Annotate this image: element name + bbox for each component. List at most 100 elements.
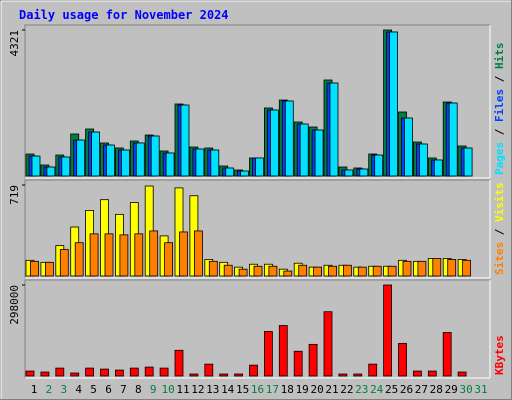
y-tick-label: 4321 (8, 30, 21, 57)
bar (204, 363, 214, 377)
bar (398, 342, 407, 377)
x-tick-label: 15 (236, 383, 249, 396)
x-tick-label: 9 (150, 383, 157, 396)
bar (338, 373, 348, 377)
legend: Sites / Visits (493, 182, 506, 275)
x-tick-label: 5 (90, 383, 97, 396)
bar (412, 370, 422, 377)
x-tick-label: 8 (135, 383, 142, 396)
bar (61, 156, 71, 177)
bar (359, 168, 369, 177)
bar (150, 135, 160, 177)
legend: Pages / Files / Hits (493, 43, 506, 176)
bar (104, 233, 114, 277)
bar (180, 104, 190, 177)
x-tick-label: 31 (474, 383, 487, 396)
bar (353, 373, 363, 377)
bar (85, 367, 94, 377)
bar (195, 148, 205, 177)
x-tick-label: 4 (75, 383, 82, 396)
bar (457, 371, 467, 377)
bar (344, 169, 354, 177)
x-tick-label: 16 (251, 383, 264, 396)
panel (24, 279, 491, 379)
bar (208, 260, 218, 277)
bar (149, 230, 159, 277)
x-tick-label: 23 (355, 383, 368, 396)
x-tick-label: 30 (459, 383, 472, 396)
bar (144, 366, 154, 377)
legend-entry: Hits (493, 43, 506, 70)
bar (433, 159, 443, 177)
x-tick-label: 25 (385, 383, 398, 396)
x-tick-label: 28 (430, 383, 443, 396)
x-tick-label: 17 (266, 383, 279, 396)
bar (383, 284, 393, 377)
bar (159, 367, 169, 377)
bar (389, 31, 399, 177)
bar (447, 259, 457, 277)
y-tick-label: 719 (8, 185, 21, 205)
bar (357, 266, 367, 277)
bar (234, 373, 244, 377)
bar (115, 369, 124, 377)
x-tick-label: 1 (31, 383, 38, 396)
bar (31, 155, 41, 177)
bar (210, 149, 220, 177)
x-tick-label: 26 (400, 383, 413, 396)
x-tick-label: 10 (161, 383, 174, 396)
bar (372, 265, 382, 277)
x-tick-label: 21 (325, 383, 338, 396)
bar (238, 268, 248, 277)
bar (70, 372, 80, 377)
legend-separator: / (493, 222, 506, 242)
bar (293, 350, 303, 377)
bar (308, 343, 318, 377)
legend-entry: Sites (493, 242, 506, 275)
bar (106, 144, 115, 177)
bar (55, 367, 65, 377)
bar (129, 367, 139, 377)
bar (328, 265, 337, 277)
bar (284, 100, 294, 177)
bar (91, 131, 100, 177)
legend-separator: / (493, 69, 506, 89)
legend: KBytes (493, 335, 506, 375)
bar (463, 147, 473, 177)
bar (432, 258, 442, 277)
bar (189, 373, 199, 377)
bar (100, 368, 109, 377)
bar (462, 259, 472, 277)
bar (76, 139, 86, 177)
bar (448, 102, 458, 177)
bar (179, 231, 188, 277)
x-tick-label: 20 (310, 383, 323, 396)
x-tick-label: 12 (191, 383, 204, 396)
bar (46, 166, 56, 177)
x-tick-label: 29 (445, 383, 458, 396)
bar (174, 349, 184, 377)
bar (193, 230, 203, 277)
x-tick-label: 19 (296, 383, 309, 396)
bar (269, 109, 279, 177)
x-tick-label: 2 (46, 383, 53, 396)
bar (314, 129, 324, 177)
x-tick-label: 18 (281, 383, 294, 396)
x-tick-label: 13 (206, 383, 219, 396)
bar (89, 233, 99, 277)
bar (263, 331, 273, 377)
x-tick-label: 14 (221, 383, 235, 396)
bar (299, 123, 309, 177)
legend-entry: Files (493, 89, 506, 122)
bar (268, 265, 278, 277)
bar (255, 157, 264, 177)
x-tick-label: 27 (415, 383, 428, 396)
bar (249, 364, 258, 377)
bar (240, 170, 250, 177)
bar (223, 264, 233, 277)
bar (278, 325, 288, 377)
bar (442, 332, 452, 377)
x-tick-label: 22 (340, 383, 353, 396)
